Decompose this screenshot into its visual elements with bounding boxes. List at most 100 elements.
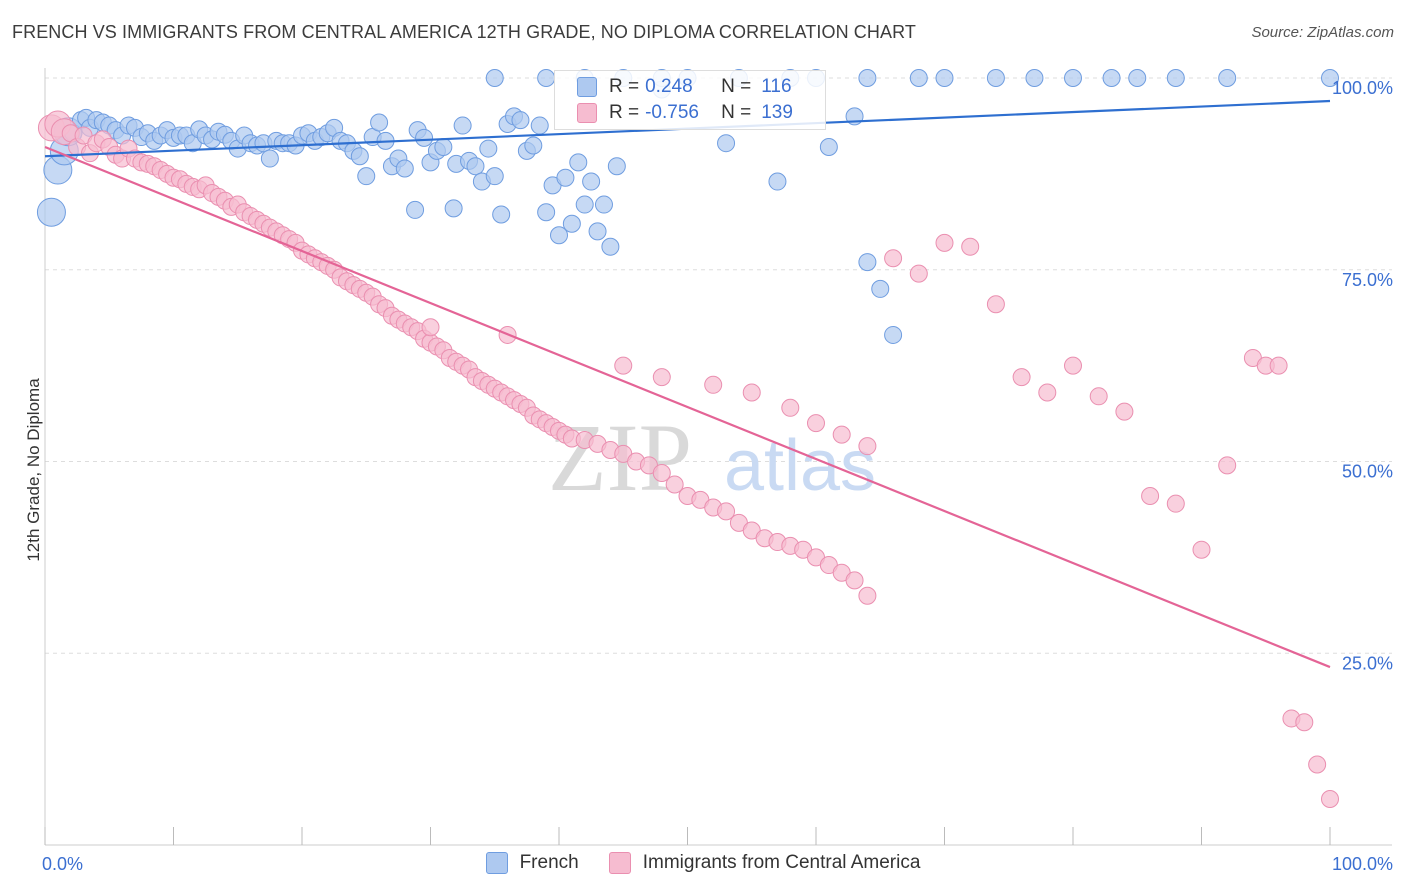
- legend-row-french: R = 0.248 N = 116: [577, 75, 792, 99]
- central-america-point: [742, 383, 761, 402]
- central-america-point: [421, 318, 440, 337]
- central-america-trend-line: [44, 146, 1331, 669]
- y-tick-label: 100.0%: [1332, 78, 1393, 98]
- central-america-point: [1064, 356, 1082, 375]
- french-swatch: [577, 77, 597, 97]
- legend-row-central-america: R = -0.756 N = 139: [577, 101, 793, 125]
- legend-label-french: French: [519, 852, 579, 873]
- central-america-point: [961, 237, 980, 256]
- central-america-point: [1141, 487, 1160, 506]
- french-point: [1102, 69, 1121, 87]
- grid-lines: [45, 77, 1392, 654]
- central-america-point: [652, 368, 671, 387]
- central-america-point: [884, 249, 903, 268]
- french-point: [1128, 69, 1147, 87]
- central-america-points: [37, 110, 1339, 808]
- french-point: [1064, 69, 1082, 87]
- french-point: [601, 237, 620, 256]
- source-label: Source: ZipAtlas.com: [1251, 24, 1394, 41]
- french-point: [768, 172, 787, 191]
- central-america-swatch: [577, 103, 597, 123]
- french-point: [550, 226, 568, 245]
- french-point: [485, 69, 504, 87]
- y-tick-label: 50.0%: [1342, 462, 1393, 482]
- central-america-point: [1115, 402, 1134, 421]
- french-point: [594, 195, 613, 214]
- french-point: [260, 149, 279, 168]
- central-america-point: [665, 475, 684, 494]
- axes: [44, 68, 1392, 846]
- x-tick-label: 0.0%: [42, 854, 83, 874]
- x-tick-label: 100.0%: [1332, 854, 1393, 874]
- watermark: ZIP atlas: [548, 404, 876, 511]
- central-america-point: [1308, 755, 1327, 774]
- french-point: [588, 222, 607, 241]
- central-america-point: [1089, 387, 1108, 406]
- french-point: [858, 253, 877, 272]
- central-america-point: [614, 356, 633, 375]
- tick-labels: 25.0% 50.0% 75.0% 100.0% 0.0% 100.0%: [42, 78, 1393, 874]
- central-america-point: [1038, 383, 1057, 402]
- french-point: [350, 147, 369, 166]
- french-point: [511, 111, 530, 130]
- french-point: [1166, 69, 1185, 87]
- french-point: [479, 139, 498, 158]
- central-america-point: [717, 502, 736, 521]
- central-america-point: [858, 586, 877, 605]
- central-america-point: [1321, 789, 1339, 808]
- n-label: N =: [721, 76, 752, 97]
- central-america-point: [1192, 540, 1211, 559]
- french-point: [575, 195, 594, 214]
- y-tick-label: 75.0%: [1342, 270, 1393, 290]
- n-value: 116: [761, 76, 792, 97]
- central-america-point: [1295, 713, 1314, 732]
- legend-label-central-america: Immigrants from Central America: [642, 852, 921, 873]
- french-point: [556, 168, 575, 187]
- french-point: [858, 69, 877, 87]
- central-america-point: [1012, 368, 1031, 387]
- r-label: R =: [609, 76, 640, 97]
- french-point: [524, 136, 543, 155]
- french-point: [530, 116, 549, 135]
- trend-lines: [44, 99, 1331, 669]
- n-label: N =: [721, 102, 752, 123]
- correlation-legend: R = 0.248 N = 116 R = -0.756 N = 139: [554, 70, 826, 130]
- french-point: [406, 200, 425, 219]
- french-point: [562, 214, 581, 233]
- central-america-point: [986, 295, 1005, 314]
- legend-item-central-america: Immigrants from Central America: [608, 852, 921, 874]
- french-point: [492, 205, 511, 224]
- french-point: [466, 157, 485, 176]
- french-point: [607, 157, 626, 176]
- french-point: [36, 197, 66, 227]
- french-point: [1025, 69, 1044, 87]
- y-axis-label: 12th Grade, No Diploma: [24, 378, 43, 562]
- french-point: [569, 153, 588, 172]
- central-america-point: [858, 437, 877, 456]
- watermark-atlas: atlas: [724, 426, 876, 506]
- chart-title: FRENCH VS IMMIGRANTS FROM CENTRAL AMERIC…: [12, 22, 916, 42]
- r-value: -0.756: [645, 102, 699, 123]
- french-point: [434, 138, 453, 157]
- french-point: [582, 172, 601, 191]
- central-america-point: [845, 571, 864, 590]
- central-america-point: [909, 264, 928, 283]
- french-point: [415, 128, 434, 147]
- series-legend: French Immigrants from Central America: [0, 852, 1406, 874]
- french-point: [884, 325, 903, 344]
- r-label: R =: [609, 102, 640, 123]
- french-point: [871, 279, 890, 298]
- central-america-point: [781, 398, 800, 417]
- french-point: [537, 69, 556, 87]
- central-america-point: [832, 425, 851, 444]
- central-america-point: [935, 233, 954, 252]
- central-america-swatch: [608, 852, 631, 874]
- central-america-point: [1269, 356, 1288, 375]
- central-america-point: [704, 375, 723, 394]
- french-swatch: [485, 852, 508, 874]
- central-america-point: [1166, 494, 1185, 513]
- r-value: 0.248: [645, 76, 693, 97]
- french-point: [395, 159, 414, 178]
- french-point: [819, 138, 838, 157]
